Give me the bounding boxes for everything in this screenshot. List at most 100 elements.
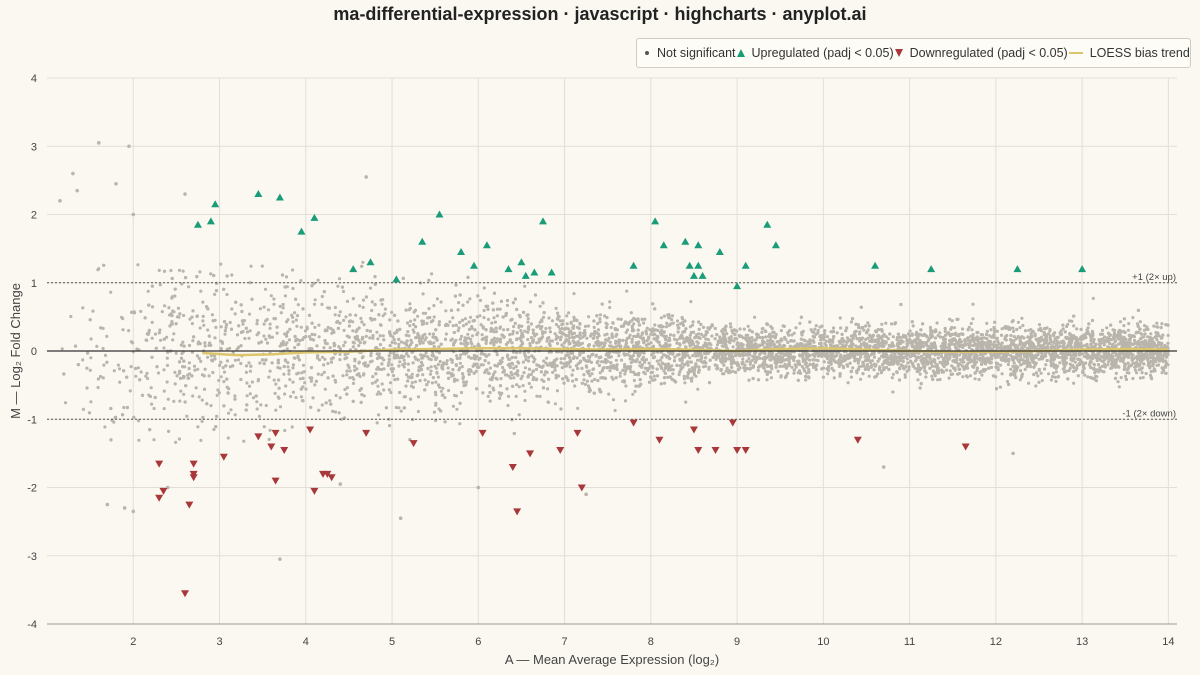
not-significant-point [890,376,894,380]
not-significant-point [511,325,516,329]
not-significant-point [625,289,629,293]
not-significant-point [598,317,602,321]
not-significant-point [647,361,651,365]
not-significant-point [437,320,441,324]
not-significant-point [1044,363,1048,367]
not-significant-point [343,353,347,357]
not-significant-point [587,315,591,319]
not-significant-point [1106,363,1110,367]
not-significant-point [388,424,392,428]
not-significant-point [623,372,627,376]
not-significant-point [543,330,547,334]
legend-item-upregulated[interactable]: Upregulated (padj < 0.05) [736,46,894,60]
not-significant-point [316,278,320,282]
not-significant-point [229,408,233,412]
not-significant-point [860,364,864,368]
not-significant-point [1073,345,1077,349]
not-significant-point [202,374,206,378]
not-significant-point [89,356,93,360]
not-significant-point [328,346,332,350]
not-significant-point [1091,296,1095,300]
not-significant-point [481,391,485,395]
legend-item-downregulated[interactable]: Downregulated (padj < 0.05) [894,46,1068,60]
not-significant-point [505,303,510,307]
not-significant-point [309,379,313,383]
not-significant-point [719,368,723,372]
legend: Not significant Upregulated (padj < 0.05… [636,38,1191,68]
not-significant-point [101,326,105,330]
not-significant-point [619,358,624,362]
not-significant-point [1070,319,1074,323]
not-significant-point [219,360,223,364]
not-significant-point [275,331,279,335]
not-significant-point [853,358,857,362]
not-significant-point [1155,325,1159,329]
not-significant-point [462,339,467,343]
not-significant-point [163,304,167,308]
not-significant-point [190,315,194,319]
not-significant-point [479,323,483,327]
not-significant-point [150,305,155,309]
not-significant-point [1012,335,1016,339]
not-significant-point [226,436,230,440]
not-significant-point [668,316,672,320]
not-significant-point [81,306,85,310]
not-significant-point [724,369,728,373]
not-significant-point [694,374,698,378]
not-significant-point [371,375,375,379]
not-significant-point [554,322,559,327]
not-significant-point [624,384,628,388]
not-significant-point [445,359,449,363]
not-significant-point [249,264,253,268]
not-significant-point [494,330,498,334]
not-significant-point [145,371,149,375]
not-significant-point [668,343,672,347]
not-significant-point [1039,371,1043,375]
legend-item-not-significant[interactable]: Not significant [643,46,736,60]
not-significant-point [1068,366,1072,370]
not-significant-point [866,336,870,340]
not-significant-point [197,395,201,399]
not-significant-point [222,370,227,374]
not-significant-point [1016,320,1021,324]
not-significant-point [641,336,646,340]
not-significant-point [247,312,252,316]
not-significant-point [903,375,907,379]
not-significant-point [351,329,355,333]
not-significant-point [296,343,300,347]
not-significant-point [360,393,364,397]
not-significant-point [908,329,912,333]
not-significant-point [399,409,403,413]
not-significant-point [691,320,695,324]
not-significant-point [352,377,356,381]
not-significant-point [63,401,68,405]
not-significant-point [333,410,338,414]
not-significant-point [247,384,252,388]
legend-item-loess[interactable]: LOESS bias trend [1068,46,1190,60]
not-significant-point [358,341,362,345]
not-significant-point [526,337,530,342]
not-significant-point [614,341,618,345]
not-significant-point [1126,328,1130,332]
not-significant-point [535,363,539,367]
not-significant-point [544,326,548,331]
not-significant-point [1155,321,1159,325]
not-significant-point [571,368,575,372]
not-significant-point [952,360,956,364]
not-significant-point [675,338,679,342]
not-significant-point [424,351,428,355]
not-significant-point [659,316,664,320]
not-significant-point [223,332,227,336]
not-significant-point [1166,341,1170,345]
not-significant-point [466,300,470,304]
not-significant-point [568,356,572,360]
not-significant-point [484,341,488,345]
not-significant-point [328,399,332,403]
not-significant-point [291,366,295,370]
not-significant-point [965,375,970,379]
not-significant-point [408,302,412,306]
not-significant-point [1140,366,1144,370]
not-significant-point [935,321,939,325]
not-significant-point [950,364,954,368]
not-significant-point [311,396,315,400]
